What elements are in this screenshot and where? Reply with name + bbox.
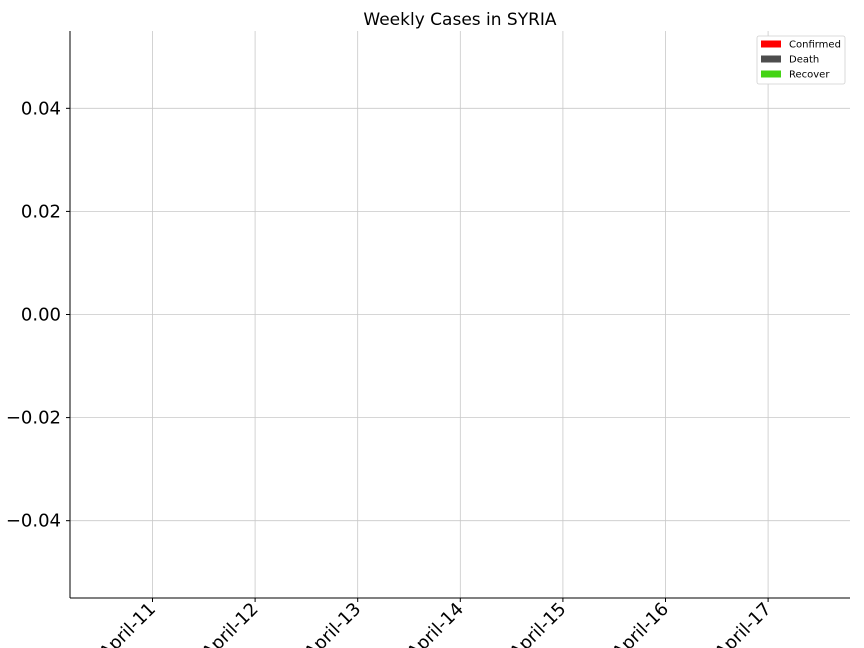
y-tick-label: 0.04	[21, 98, 61, 119]
legend-swatch-confirmed	[761, 40, 781, 48]
y-tick-label: −0.02	[6, 408, 61, 429]
x-tick-label: April-12	[198, 599, 263, 648]
legend-swatch-death	[761, 55, 781, 63]
x-tick-label: April-15	[506, 599, 571, 648]
x-tick-label: April-16	[608, 599, 673, 648]
y-tick-label: 0.00	[21, 305, 61, 326]
legend-label-confirmed: Confirmed	[789, 40, 841, 51]
legend-label-death: Death	[789, 55, 819, 66]
chart-title: Weekly Cases in SYRIA	[363, 10, 557, 30]
legend-label-recover: Recover	[789, 70, 830, 81]
x-tick-label: April-11	[95, 599, 160, 648]
y-axis-ticks: 0.04 0.02 0.00 −0.02 −0.04	[6, 98, 70, 532]
legend-swatch-recover	[761, 70, 781, 78]
legend: Confirmed Death Recover	[756, 35, 846, 85]
y-tick-label: 0.02	[21, 201, 61, 222]
x-axis-ticks: April-11 April-12 April-13 April-14 April-15…	[95, 598, 776, 648]
grid-layer	[70, 31, 850, 598]
x-tick-label: April-17	[711, 599, 776, 648]
x-tick-label: April-14	[403, 599, 468, 648]
y-tick-label: −0.04	[6, 511, 61, 532]
x-tick-label: April-13	[301, 599, 366, 648]
